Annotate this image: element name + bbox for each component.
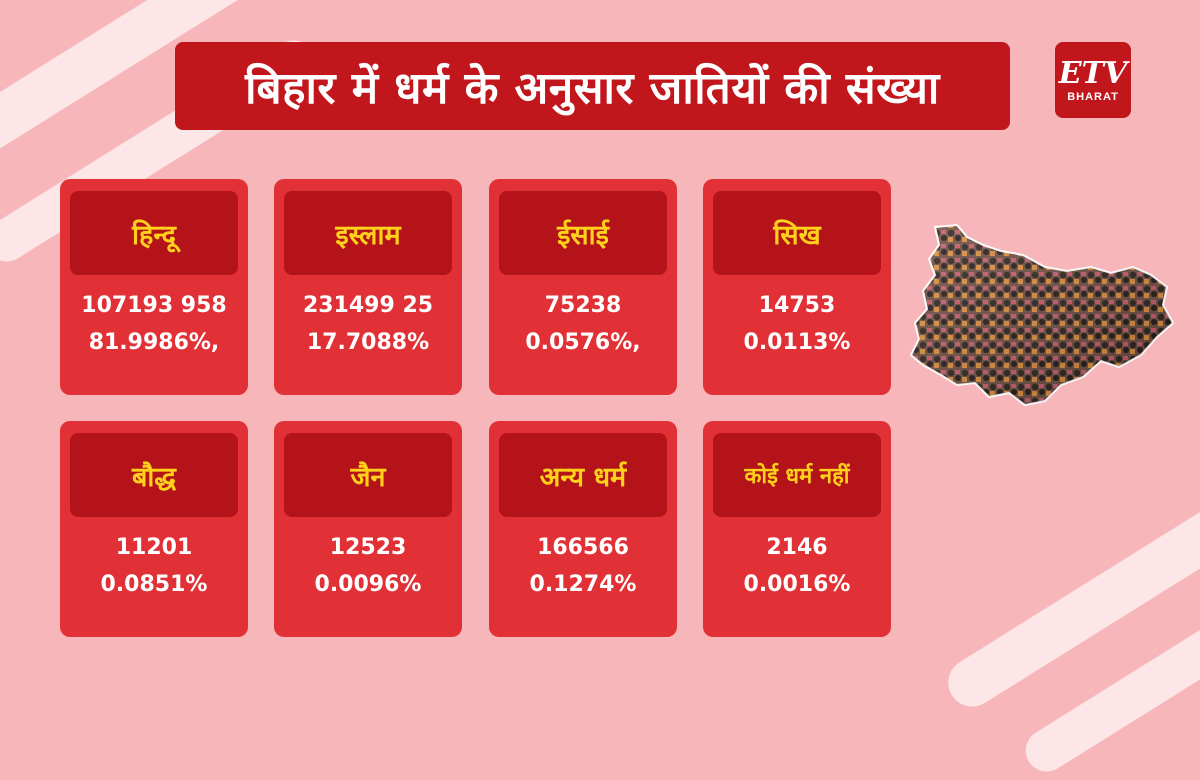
- logo-mark: ETV: [1058, 56, 1128, 91]
- card-percent: 17.7088%: [306, 330, 430, 355]
- card-count: 231499 25: [302, 293, 434, 318]
- title-banner: बिहार में धर्म के अनुसार जातियों की संख्…: [175, 42, 1010, 130]
- card-label: ईसाई: [557, 219, 609, 251]
- card-count: 12523: [329, 535, 407, 560]
- religion-card-sikh: सिख 14753 0.0113%: [703, 179, 891, 395]
- card-header: बौद्ध: [70, 433, 238, 517]
- card-header: ईसाई: [499, 191, 667, 275]
- religion-card-other: अन्य धर्म 166566 0.1274%: [489, 421, 677, 637]
- card-header: कोई धर्म नहीं: [713, 433, 881, 517]
- religion-card-christian: ईसाई 75238 0.0576%,: [489, 179, 677, 395]
- card-percent: 0.0096%: [314, 572, 422, 597]
- card-count: 166566: [537, 535, 629, 560]
- card-header: अन्य धर्म: [499, 433, 667, 517]
- card-percent: 0.0113%: [743, 330, 851, 355]
- page-title: बिहार में धर्म के अनुसार जातियों की संख्…: [245, 63, 940, 114]
- card-label: सिख: [773, 219, 821, 251]
- card-label: अन्य धर्म: [539, 461, 627, 493]
- card-count: 2146: [766, 535, 828, 560]
- card-header: सिख: [713, 191, 881, 275]
- card-header: इस्लाम: [284, 191, 452, 275]
- etv-bharat-logo: ETV BHARAT: [1055, 42, 1131, 118]
- card-label: कोई धर्म नहीं: [744, 464, 850, 489]
- card-percent: 0.0576%,: [525, 330, 641, 355]
- card-count: 107193 958: [81, 293, 227, 318]
- card-label: बौद्ध: [132, 461, 176, 493]
- card-percent: 0.0016%: [743, 572, 851, 597]
- card-count: 75238: [544, 293, 622, 318]
- card-header: हिन्दू: [70, 191, 238, 275]
- religion-card-buddhist: बौद्ध 11201 0.0851%: [60, 421, 248, 637]
- religion-card-islam: इस्लाम 231499 25 17.7088%: [274, 179, 462, 395]
- card-label: इस्लाम: [335, 219, 401, 251]
- card-percent: 81.9986%,: [88, 330, 220, 355]
- bihar-map-icon: [909, 223, 1175, 407]
- card-count: 11201: [115, 535, 193, 560]
- card-label: जैन: [350, 461, 386, 493]
- card-percent: 0.1274%: [529, 572, 637, 597]
- religion-card-none: कोई धर्म नहीं 2146 0.0016%: [703, 421, 891, 637]
- card-label: हिन्दू: [131, 219, 176, 251]
- card-header: जैन: [284, 433, 452, 517]
- logo-subtitle: BHARAT: [1067, 91, 1119, 103]
- religion-card-jain: जैन 12523 0.0096%: [274, 421, 462, 637]
- card-percent: 0.0851%: [100, 572, 208, 597]
- card-count: 14753: [758, 293, 836, 318]
- religion-card-hindu: हिन्दू 107193 958 81.9986%,: [60, 179, 248, 395]
